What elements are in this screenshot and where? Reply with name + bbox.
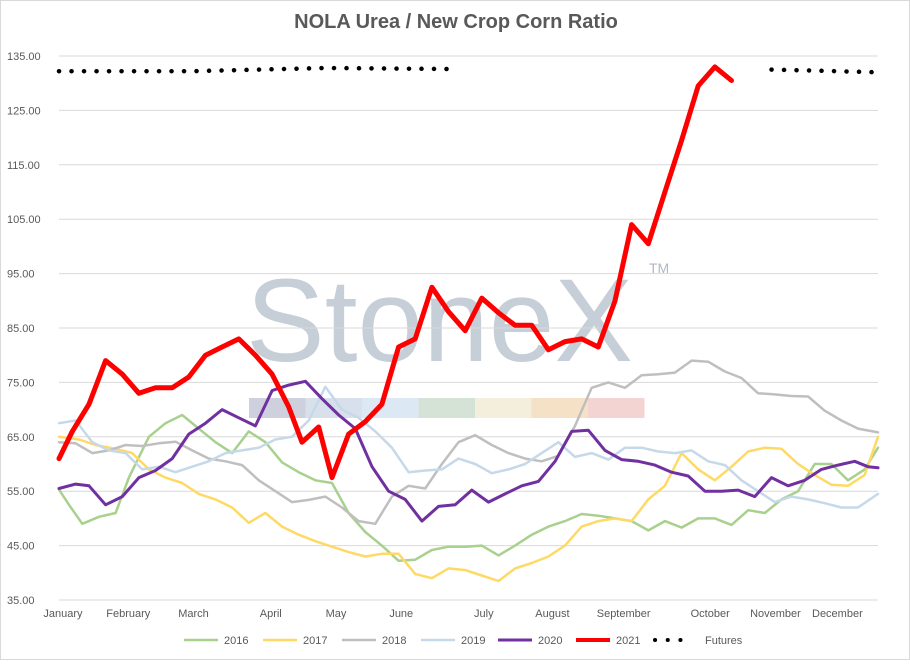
legend-label: 2016 (224, 635, 248, 647)
series-line-2020 (57, 379, 880, 523)
x-tick-label: January (43, 608, 83, 620)
y-tick-label: 125.00 (7, 105, 41, 117)
series-line-futures (56, 65, 461, 74)
y-tick-label: 45.00 (7, 541, 35, 553)
y-tick-label: 35.00 (7, 595, 35, 607)
legend-label: 2021 (616, 635, 640, 647)
x-tick-label: December (812, 608, 863, 620)
watermark-color-band (531, 398, 588, 418)
series-line-2017 (57, 435, 880, 583)
legend-label: 2017 (303, 635, 327, 647)
watermark-color-band (249, 398, 306, 418)
watermark-text: StoneX (246, 255, 633, 387)
y-tick-label: 135.00 (7, 51, 41, 63)
x-tick-label: August (535, 608, 569, 620)
y-tick-label: 75.00 (7, 377, 35, 389)
y-tick-label: 95.00 (7, 269, 35, 281)
x-tick-label: October (691, 608, 730, 620)
series-line-2021 (56, 64, 734, 481)
legend-label: Futures (705, 635, 743, 647)
y-tick-label: 105.00 (7, 214, 41, 226)
legend-label: 2018 (382, 635, 406, 647)
watermark-color-band (588, 398, 645, 418)
watermark-color-band (475, 398, 532, 418)
x-tick-label: May (326, 608, 347, 620)
chart-title: NOLA Urea / New Crop Corn Ratio (294, 11, 618, 33)
watermark-trademark: TM (649, 260, 669, 276)
x-axis: January February March April May June July Augu… (43, 608, 863, 620)
y-axis: 35.00 45.00 55.00 65.00 75.00 85.00 95.00 105.0… (7, 51, 41, 607)
y-tick-label: 65.00 (7, 432, 35, 444)
series-line-2016 (57, 413, 880, 563)
y-tick-label: 115.00 (7, 160, 40, 172)
series-line-2018 (57, 359, 880, 526)
x-tick-label: March (178, 608, 209, 620)
y-tick-label: 55.00 (7, 486, 35, 498)
watermark: StoneX TM (246, 255, 669, 418)
legend: 2016 2017 2018 2019 2020 2021 Futures (184, 635, 743, 647)
series-line-futures (769, 67, 881, 75)
x-tick-label: November (750, 608, 801, 620)
legend-label: 2020 (538, 635, 562, 647)
watermark-color-band (418, 398, 475, 418)
y-tick-label: 85.00 (7, 323, 35, 335)
x-tick-label: September (597, 608, 651, 620)
x-tick-label: April (260, 608, 282, 620)
x-tick-label: February (106, 608, 151, 620)
series-layer (56, 64, 881, 583)
legend-label: 2019 (461, 635, 485, 647)
x-tick-label: July (474, 608, 494, 620)
series-line-2019 (57, 385, 880, 509)
x-tick-label: June (389, 608, 413, 620)
